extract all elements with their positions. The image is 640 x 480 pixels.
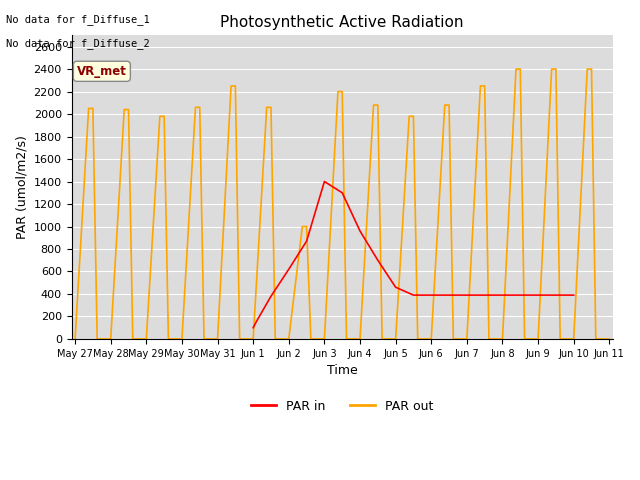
Y-axis label: PAR (umol/m2/s): PAR (umol/m2/s): [15, 135, 28, 239]
Text: No data for f_Diffuse_1: No data for f_Diffuse_1: [6, 14, 150, 25]
Legend: PAR in, PAR out: PAR in, PAR out: [246, 395, 438, 418]
Title: Photosynthetic Active Radiation: Photosynthetic Active Radiation: [220, 15, 464, 30]
Text: No data for f_Diffuse_2: No data for f_Diffuse_2: [6, 38, 150, 49]
Text: VR_met: VR_met: [77, 65, 127, 78]
X-axis label: Time: Time: [327, 364, 358, 377]
